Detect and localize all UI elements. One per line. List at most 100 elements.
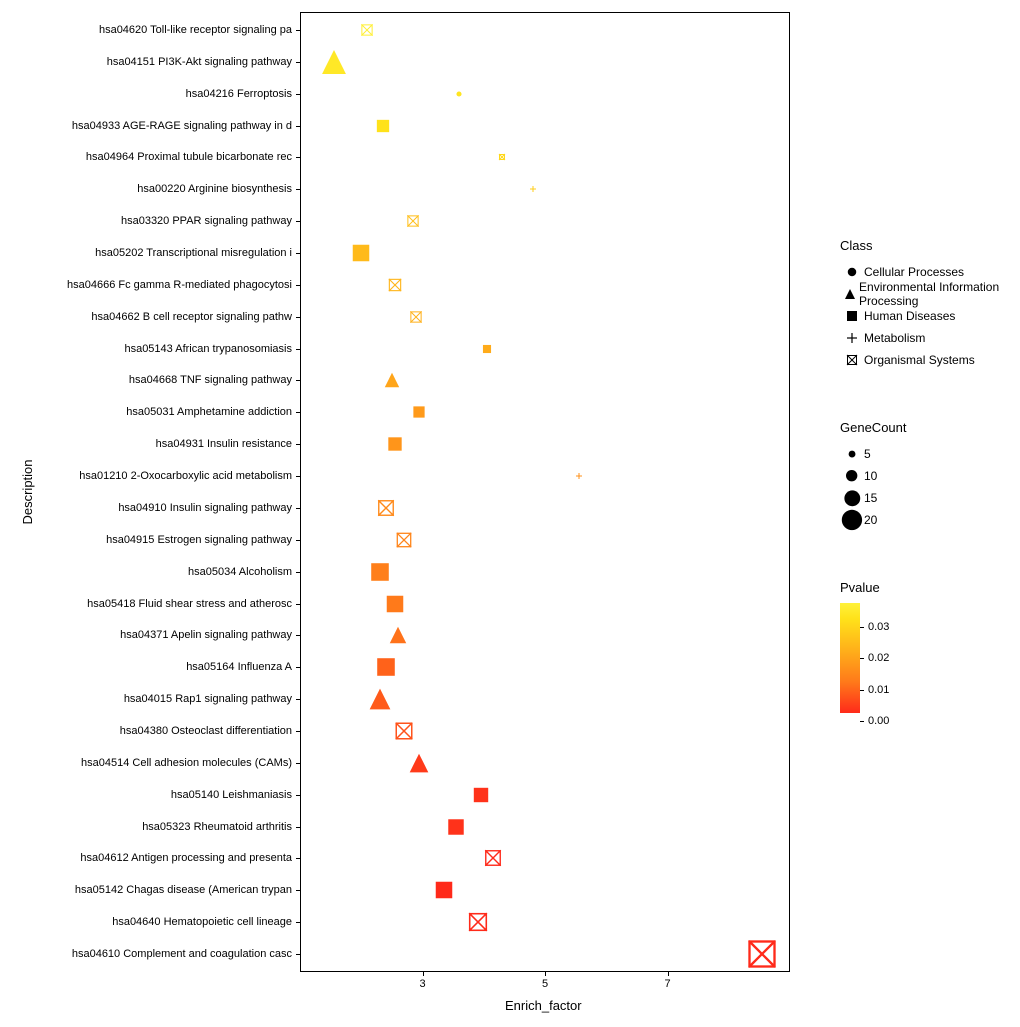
x-tick-mark (545, 972, 546, 976)
y-tick-mark (296, 380, 300, 381)
y-tick-mark (296, 30, 300, 31)
data-point (411, 311, 422, 322)
y-tick-label: hsa04964 Proximal tubule bicarbonate rec (86, 151, 292, 163)
colorbar-tick-mark (860, 627, 864, 628)
y-tick-label: hsa04915 Estrogen signaling pathway (106, 534, 292, 546)
y-tick-mark (296, 126, 300, 127)
data-point (397, 533, 411, 547)
x-tick-label: 5 (542, 978, 548, 990)
y-tick-mark (296, 317, 300, 318)
y-tick-mark (296, 444, 300, 445)
y-tick-mark (296, 795, 300, 796)
data-point (456, 91, 462, 97)
y-tick-label: hsa05164 Influenza A (186, 661, 292, 673)
y-tick-label: hsa05418 Fluid shear stress and atherosc (87, 598, 292, 610)
legend-class-label: Cellular Processes (864, 265, 964, 279)
y-tick-label: hsa04910 Insulin signaling pathway (118, 502, 292, 514)
y-tick-mark (296, 922, 300, 923)
legend-genecount-item: 15 (840, 487, 907, 509)
x-tick-mark (423, 972, 424, 976)
y-tick-mark (296, 508, 300, 509)
legend-pvalue-title: Pvalue (840, 580, 880, 595)
y-tick-label: hsa04668 TNF signaling pathway (129, 374, 292, 386)
y-tick-mark (296, 763, 300, 764)
colorbar-tick-label: 0.03 (868, 621, 889, 633)
data-point (485, 851, 500, 866)
y-tick-mark (296, 699, 300, 700)
legend-genecount-label: 5 (864, 447, 871, 461)
data-point (377, 658, 395, 676)
colorbar-tick-label: 0.01 (868, 684, 889, 696)
x-tick-label: 7 (664, 978, 670, 990)
y-tick-label: hsa05142 Chagas disease (American trypan (75, 884, 292, 896)
y-tick-label: hsa04933 AGE-RAGE signaling pathway in d (72, 120, 292, 132)
data-point (385, 373, 399, 387)
y-tick-mark (296, 221, 300, 222)
y-tick-mark (296, 635, 300, 636)
y-tick-mark (296, 604, 300, 605)
y-tick-label: hsa04662 B cell receptor signaling pathw (91, 311, 292, 323)
data-point (448, 819, 463, 834)
y-tick-label: hsa05323 Rheumatoid arthritis (142, 821, 292, 833)
y-tick-mark (296, 157, 300, 158)
y-tick-mark (296, 667, 300, 668)
colorbar (840, 603, 860, 713)
colorbar-tick-label: 0.02 (868, 652, 889, 664)
x-axis-title: Enrich_factor (505, 998, 582, 1013)
y-tick-label: hsa04931 Insulin resistance (156, 438, 292, 450)
legend-class: Class Cellular ProcessesEnvironmental In… (840, 238, 1020, 371)
y-tick-mark (296, 285, 300, 286)
y-tick-label: hsa03320 PPAR signaling pathway (121, 215, 292, 227)
y-tick-mark (296, 890, 300, 891)
data-point (396, 723, 413, 740)
data-point (322, 50, 346, 74)
plot-area (300, 12, 790, 972)
data-point (353, 245, 370, 262)
y-tick-mark (296, 540, 300, 541)
y-tick-label: hsa05034 Alcoholism (188, 566, 292, 578)
y-tick-label: hsa04216 Ferroptosis (186, 88, 292, 100)
data-point (390, 627, 407, 644)
y-tick-label: hsa04371 Apelin signaling pathway (120, 629, 292, 641)
legend-class-item: Metabolism (840, 327, 1020, 349)
data-point (469, 913, 487, 931)
x-tick-mark (668, 972, 669, 976)
y-tick-label: hsa04514 Cell adhesion molecules (CAMs) (81, 757, 292, 769)
data-point (410, 754, 429, 773)
legend-genecount-label: 20 (864, 513, 877, 527)
y-tick-mark (296, 572, 300, 573)
data-point (483, 345, 491, 353)
data-point (362, 24, 373, 35)
y-tick-mark (296, 94, 300, 95)
legend-class-item: Human Diseases (840, 305, 1020, 327)
data-point (389, 279, 401, 291)
legend-genecount-label: 15 (864, 491, 877, 505)
y-tick-mark (296, 189, 300, 190)
y-tick-label: hsa05202 Transcriptional misregulation i (95, 247, 292, 259)
colorbar-tick-mark (860, 658, 864, 659)
enrichment-dot-plot: Description Enrich_factor Class Cellular… (0, 0, 1020, 1027)
colorbar-tick-label: 0.00 (868, 715, 889, 727)
y-tick-label: hsa01210 2-Oxocarboxylic acid metabolism (79, 470, 292, 482)
colorbar-tick-mark (860, 690, 864, 691)
y-tick-label: hsa04380 Osteoclast differentiation (120, 725, 292, 737)
y-tick-label: hsa05140 Leishmaniasis (171, 789, 292, 801)
legend-genecount-title: GeneCount (840, 420, 907, 435)
y-tick-mark (296, 476, 300, 477)
y-tick-label: hsa00220 Arginine biosynthesis (137, 183, 292, 195)
y-tick-label: hsa04610 Complement and coagulation casc (72, 948, 292, 960)
y-tick-label: hsa05143 African trypanosomiasis (124, 343, 292, 355)
legend-genecount-item: 20 (840, 509, 907, 531)
y-axis-title: Description (20, 459, 35, 524)
data-point (371, 563, 389, 581)
legend-genecount: GeneCount 5 10 15 20 (840, 420, 907, 531)
legend-class-item: Environmental Information Processing (840, 283, 1020, 305)
x-tick-label: 3 (419, 978, 425, 990)
y-tick-mark (296, 954, 300, 955)
data-point (530, 186, 536, 192)
legend-genecount-label: 10 (864, 469, 877, 483)
y-tick-mark (296, 253, 300, 254)
data-point (377, 119, 389, 131)
legend-pvalue: Pvalue 0.000.010.020.03 (840, 580, 880, 713)
data-point (473, 787, 487, 801)
